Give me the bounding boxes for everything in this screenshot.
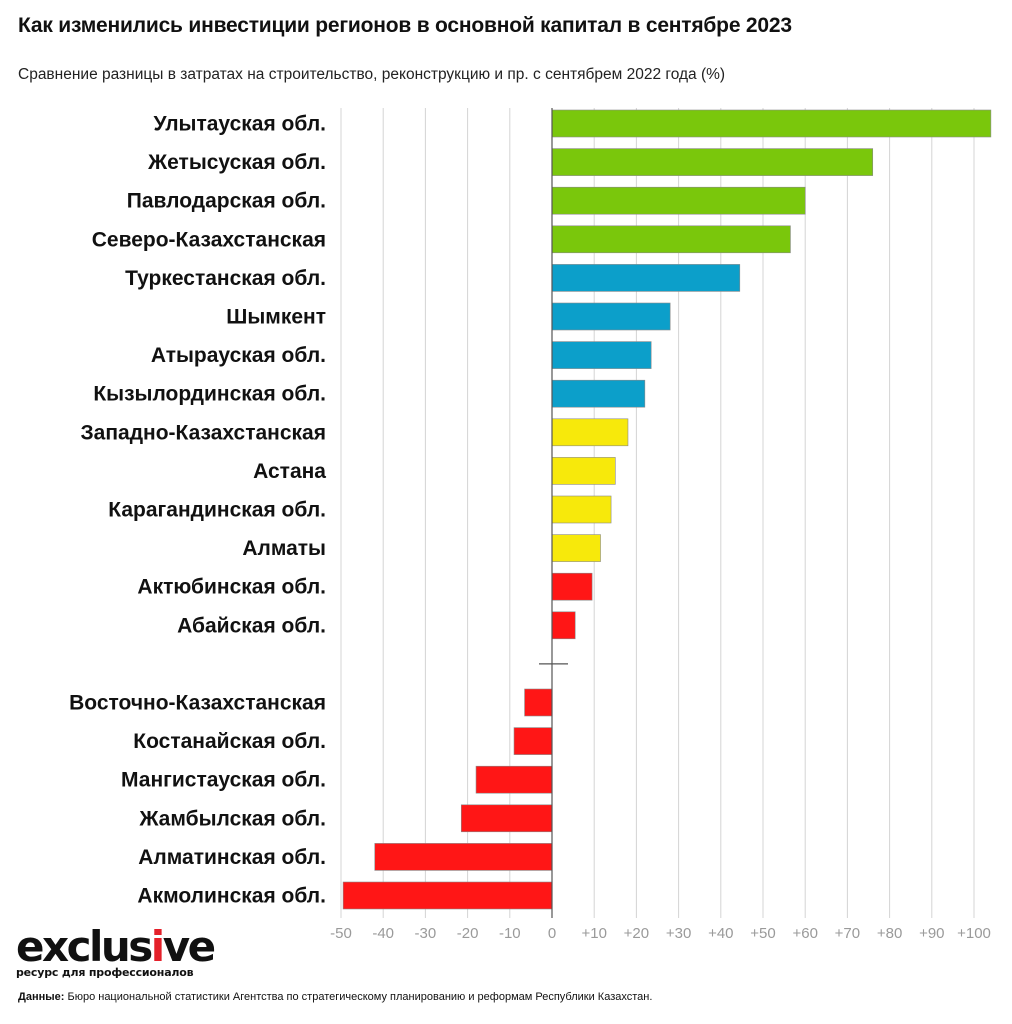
bar-chart: Улытауская обл. Жетысуская обл. Павлодарск… bbox=[69, 108, 992, 942]
category-label: Жетысуская обл. bbox=[147, 151, 326, 174]
x-tick-label: 0 bbox=[548, 925, 556, 942]
category-label: Восточно-Казахстанская bbox=[69, 692, 326, 715]
category-label: Астана bbox=[253, 460, 326, 483]
x-tick-label: +50 bbox=[750, 925, 775, 942]
bar bbox=[551, 457, 616, 485]
category-label: Улытауская обл. bbox=[153, 113, 326, 136]
bar bbox=[551, 186, 806, 215]
x-tick-label: +60 bbox=[792, 925, 817, 942]
bar bbox=[374, 843, 553, 871]
x-tick-label: -20 bbox=[457, 925, 479, 942]
chart-subtitle: Сравнение разницы в затратах на строител… bbox=[18, 66, 726, 83]
bar bbox=[551, 302, 671, 331]
bar bbox=[551, 611, 576, 640]
x-tick-label: -30 bbox=[415, 925, 437, 942]
exclusive-logo: exclusive ресурс для профессионалов bbox=[16, 922, 216, 980]
category-label: Жамбылская обл. bbox=[138, 807, 326, 830]
x-tick-label: -10 bbox=[499, 925, 521, 942]
logo-wordmark: exclusive bbox=[16, 922, 216, 971]
category-label: Северо-Казахстанская bbox=[92, 228, 326, 251]
category-label: Костанайская обл. bbox=[133, 730, 326, 753]
x-tick-label: -40 bbox=[372, 925, 394, 942]
bar bbox=[551, 109, 992, 138]
category-label: Атырауская обл. bbox=[151, 344, 326, 367]
bar bbox=[551, 148, 874, 176]
category-label: Мангистауская обл. bbox=[121, 769, 326, 792]
logo-tagline: ресурс для профессионалов bbox=[16, 966, 194, 979]
category-label: Западно-Казахстанская bbox=[81, 421, 327, 444]
bar bbox=[342, 881, 553, 910]
category-label: Туркестанская обл. bbox=[125, 267, 326, 290]
bar bbox=[475, 765, 553, 794]
category-label: Алматы bbox=[242, 537, 326, 560]
bar bbox=[460, 804, 553, 833]
x-tick-label: -50 bbox=[330, 925, 352, 942]
x-tick-label: +30 bbox=[666, 925, 691, 942]
bar bbox=[551, 418, 629, 447]
category-label: Абайская обл. bbox=[177, 614, 326, 637]
category-label: Павлодарская обл. bbox=[127, 190, 326, 213]
category-label: Карагандинская обл. bbox=[108, 499, 326, 522]
x-tick-label: +100 bbox=[957, 925, 991, 942]
x-tick-label: +80 bbox=[877, 925, 902, 942]
bar bbox=[551, 534, 601, 562]
bar bbox=[551, 341, 652, 369]
bar bbox=[551, 225, 791, 254]
bar bbox=[551, 495, 612, 524]
x-tick-label: +20 bbox=[624, 925, 649, 942]
bar bbox=[524, 688, 553, 717]
bar bbox=[551, 572, 593, 601]
category-label: Шымкент bbox=[226, 306, 326, 329]
source-note: Данные: Бюро национальной статистики Аге… bbox=[18, 991, 652, 1003]
bar bbox=[551, 264, 741, 292]
chart-title: Как изменились инвестиции регионов в осн… bbox=[18, 14, 792, 37]
source-label: Данные: bbox=[18, 991, 65, 1003]
x-tick-label: +40 bbox=[708, 925, 733, 942]
x-tick-label: +10 bbox=[581, 925, 606, 942]
category-label: Алматинская обл. bbox=[138, 846, 326, 869]
x-tick-label: +90 bbox=[919, 925, 944, 942]
category-label: Кызылординская обл. bbox=[93, 383, 326, 406]
source-text: Бюро национальной статистики Агентства п… bbox=[64, 991, 653, 1003]
x-tick-label: +70 bbox=[835, 925, 860, 942]
bar bbox=[513, 727, 553, 755]
category-label: Акмолинская обл. bbox=[137, 885, 326, 908]
bar bbox=[551, 379, 646, 408]
category-label: Актюбинская обл. bbox=[137, 576, 326, 599]
